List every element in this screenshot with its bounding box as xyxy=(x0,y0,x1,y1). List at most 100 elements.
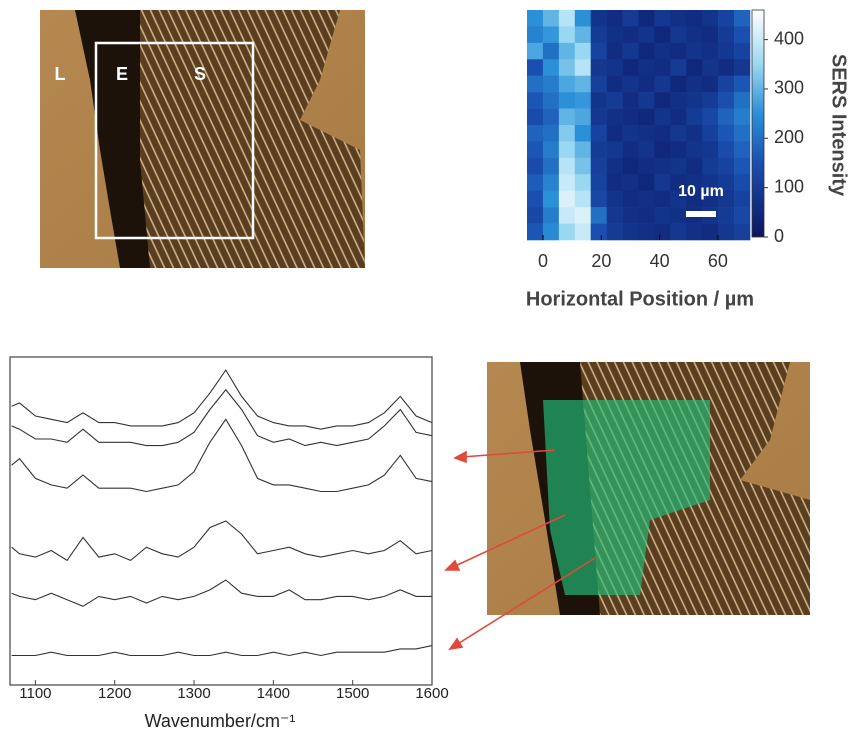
heatmap-cell xyxy=(542,75,560,93)
heatmap-cell xyxy=(670,10,687,27)
plot-frame xyxy=(9,356,433,686)
x-tick-label: 20 xyxy=(591,251,611,271)
heatmap-cell xyxy=(638,75,655,93)
heatmap-cell xyxy=(574,141,592,159)
heatmap-cell xyxy=(574,59,592,77)
heatmap-cell xyxy=(622,59,639,77)
heatmap-cell xyxy=(542,108,560,126)
heatmap-cell xyxy=(670,223,687,241)
heatmap-cell xyxy=(590,223,607,241)
heatmap-cell xyxy=(574,108,592,126)
heatmap-cell xyxy=(638,125,655,142)
heatmap-cell xyxy=(718,108,735,126)
heatmap-cell xyxy=(606,141,623,159)
heatmap-cell xyxy=(670,75,687,93)
heatmap-cell xyxy=(558,26,576,44)
heatmap-cell xyxy=(654,42,671,60)
heatmap-cell xyxy=(718,141,735,159)
heatmap-cell xyxy=(542,26,560,44)
heatmap-cell xyxy=(622,92,639,109)
heatmap-cell xyxy=(718,207,735,224)
heatmap-cell xyxy=(606,92,623,109)
heatmap-cell xyxy=(702,141,719,159)
heatmap-cell xyxy=(606,10,623,27)
heatmap-cell xyxy=(654,75,671,93)
heatmap-cell xyxy=(734,92,751,109)
heatmap-cell xyxy=(686,141,703,159)
heatmap-cell xyxy=(527,42,544,60)
arrows xyxy=(444,449,596,651)
heatmap-cell xyxy=(590,125,607,142)
heatmap-cell xyxy=(542,141,560,159)
heatmap-cell xyxy=(670,42,687,60)
heatmap-cell xyxy=(718,26,735,44)
heatmap-cell xyxy=(686,92,703,109)
heatmap-cell xyxy=(606,75,623,93)
heatmap-cell xyxy=(654,207,671,224)
scale-bar xyxy=(686,211,716,217)
colorbar xyxy=(751,9,765,238)
heatmap-cell xyxy=(590,141,607,159)
heatmap-cell xyxy=(527,223,544,241)
heatmap-cell xyxy=(527,10,544,27)
heatmap-cell xyxy=(606,125,623,142)
heatmap-cell xyxy=(622,26,639,44)
heatmap-cell xyxy=(638,26,655,44)
heatmap-cell xyxy=(558,92,576,109)
heatmap-cell xyxy=(654,108,671,126)
heatmap-cell xyxy=(702,10,719,27)
heatmap-cell xyxy=(527,174,544,192)
heatmap-cell xyxy=(686,75,703,93)
heatmap-cell xyxy=(590,207,607,224)
heatmap-cell xyxy=(574,125,592,142)
heatmap-cell xyxy=(606,223,623,241)
heatmap-cell xyxy=(590,108,607,126)
heatmap-cell xyxy=(590,10,607,27)
heatmap-cell xyxy=(702,108,719,126)
x-tick-label: 0 xyxy=(538,251,548,271)
heatmap-cell xyxy=(622,174,639,192)
heatmap-cell xyxy=(638,92,655,109)
heatmap-cell xyxy=(622,207,639,224)
heatmap-cell xyxy=(638,207,655,224)
heatmap-cell xyxy=(558,108,576,126)
heatmap-cell xyxy=(702,59,719,77)
heatmap-cell xyxy=(606,42,623,60)
heatmap-cell xyxy=(638,157,655,175)
colorbar-tick-label: 200 xyxy=(774,127,804,147)
heatmap-cell xyxy=(622,223,639,241)
heatmap-cell xyxy=(558,75,576,93)
heatmap-cell xyxy=(574,92,592,109)
heatmap-cell xyxy=(606,157,623,175)
heatmap-cell xyxy=(622,10,639,27)
heatmap-cell xyxy=(527,108,544,126)
spectrum-line xyxy=(11,579,432,607)
heatmap-cell xyxy=(702,125,719,142)
heatmap-cell xyxy=(622,125,639,142)
spectrum-line xyxy=(11,520,433,562)
heatmap-cell xyxy=(574,190,592,208)
heatmap-cell xyxy=(590,42,607,60)
heatmap-cell xyxy=(734,10,751,27)
heatmap-cell xyxy=(734,207,751,224)
heatmap-cell xyxy=(654,174,671,192)
heatmap-cell xyxy=(558,157,576,175)
heatmap-cell xyxy=(670,26,687,44)
heatmap-cell xyxy=(638,174,655,192)
heatmap-cell xyxy=(686,157,703,175)
heatmap-cell xyxy=(686,108,703,126)
heatmap-cell xyxy=(654,10,671,27)
heatmap-cell xyxy=(558,42,576,60)
heatmap-cell xyxy=(718,92,735,109)
heatmap-cell xyxy=(734,108,751,126)
heatmap-cell xyxy=(606,59,623,77)
heatmap-cell xyxy=(670,174,687,192)
region-label: L xyxy=(55,64,66,84)
heatmap-cell xyxy=(606,174,623,192)
heatmap-cell xyxy=(654,141,671,159)
x-tick-label: 1500 xyxy=(336,685,369,702)
heatmap-cell xyxy=(574,75,592,93)
heatmap-cell xyxy=(542,157,560,175)
heatmap-cell xyxy=(718,157,735,175)
